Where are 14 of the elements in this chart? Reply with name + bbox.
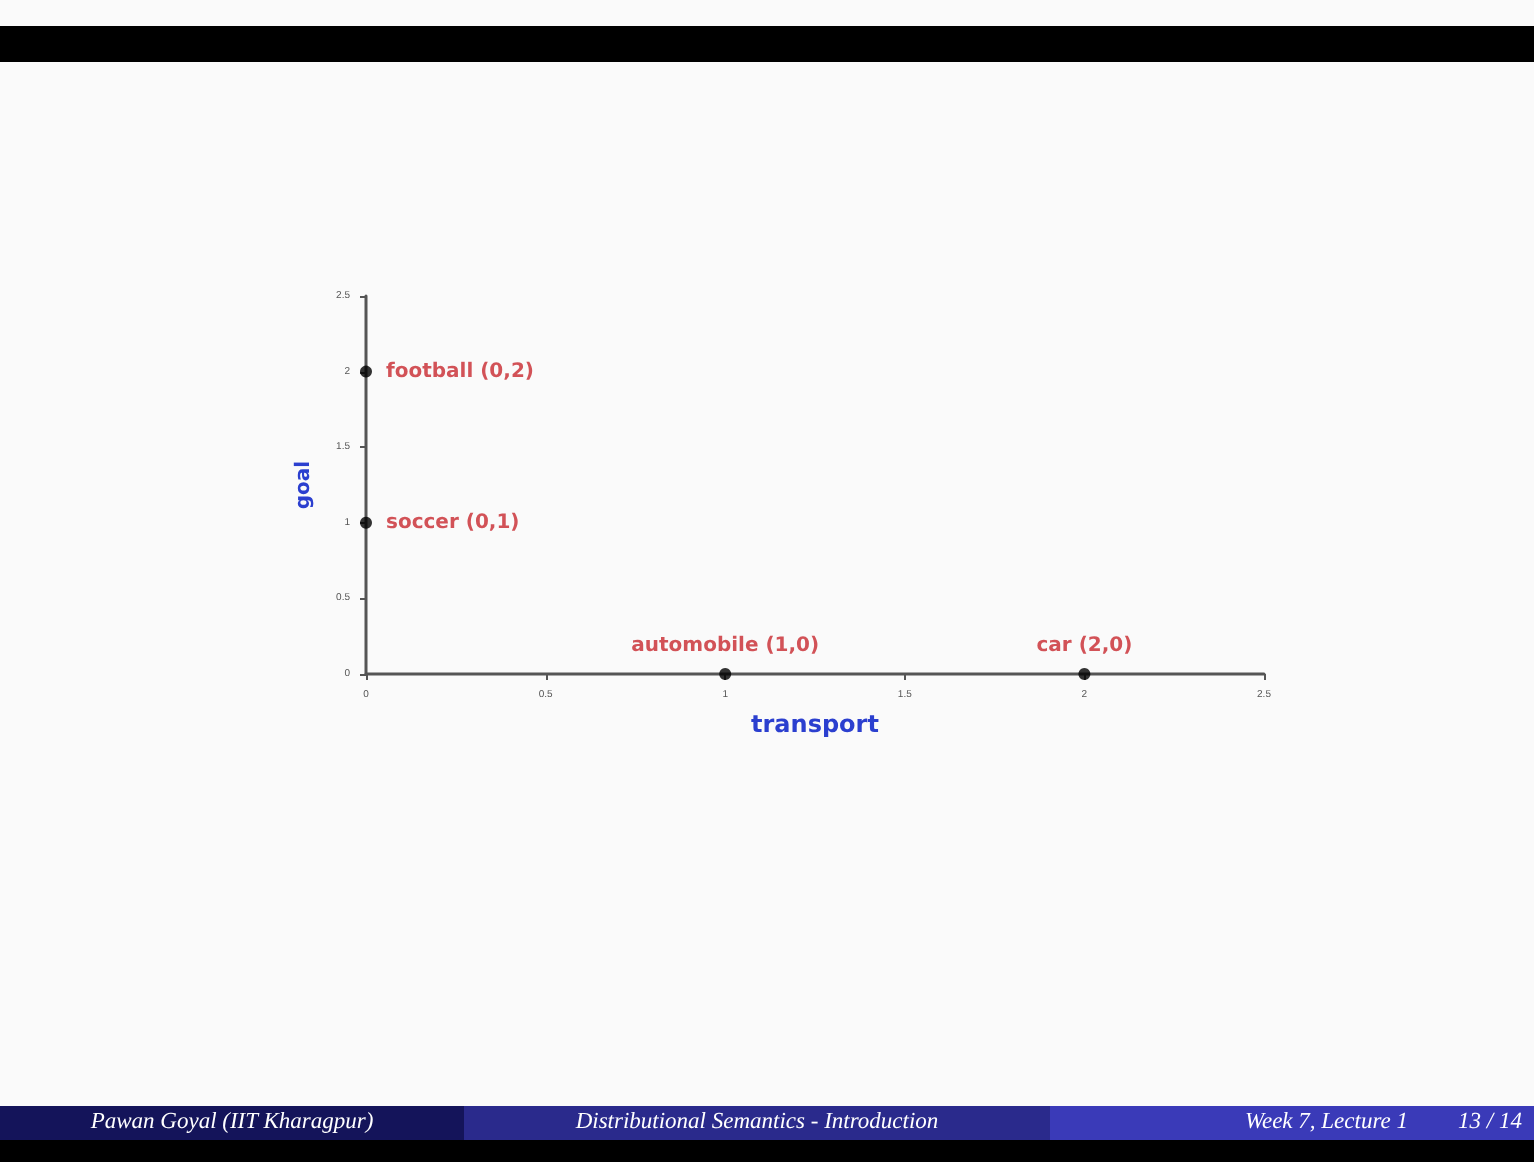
annotation: car (2,0) [1036, 635, 1133, 657]
point [360, 516, 372, 529]
annotation: automobile (1,0) [631, 635, 820, 657]
text: 13 / 14 [1420, 1106, 1534, 1140]
y-axis-title: goal [293, 460, 316, 510]
annotation: soccer (0,1) [386, 511, 520, 534]
text: Week 7, Lecture 1 [1050, 1106, 1420, 1140]
point [1078, 668, 1091, 680]
annotation: football (0,2) [386, 360, 534, 383]
text: Distributional Semantics - Introduction [464, 1106, 1050, 1140]
x-axis-title: transport [751, 710, 880, 738]
point [360, 365, 372, 378]
text: Pawan Goyal (IIT Kharagpur) [0, 1106, 464, 1140]
point [719, 668, 732, 680]
